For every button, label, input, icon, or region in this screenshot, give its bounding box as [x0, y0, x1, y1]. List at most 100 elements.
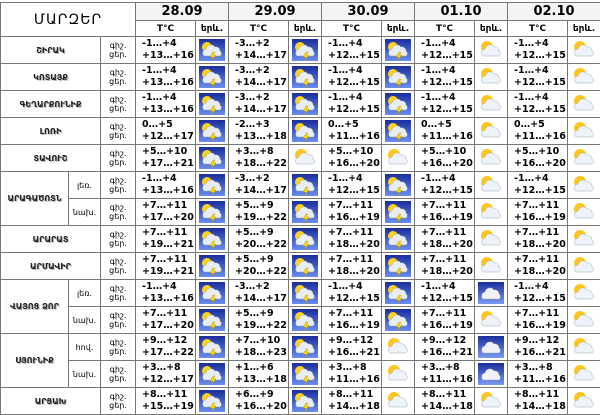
- temperature: -1…+4+12…+15: [415, 280, 475, 307]
- icon-cell: [568, 199, 600, 226]
- icon-cell: [196, 307, 229, 334]
- weather-icon: [478, 66, 504, 88]
- night-temp: +7…+11: [142, 308, 195, 320]
- icon-header: երև.: [196, 21, 229, 37]
- night-temp: +7…+11: [514, 227, 567, 239]
- region-name: ԱՐԱՐԱՏ: [1, 226, 101, 253]
- weather-icon: [571, 309, 597, 331]
- night-temp: -1…+4: [328, 92, 381, 104]
- weather-icon: [385, 147, 411, 169]
- temperature: +8…+11+14…+18: [508, 388, 568, 415]
- day-label: ցեր.: [101, 293, 135, 302]
- temperature: +7…+11+19…+21: [136, 253, 196, 280]
- weather-icon: [385, 174, 411, 196]
- temperature: -1…+4+13…+16: [136, 64, 196, 91]
- day-label: ցեր.: [101, 401, 135, 410]
- icon-cell: [475, 253, 508, 280]
- day-temp: +14…+17: [235, 293, 288, 305]
- region-name: ՎԱՅՈՑ ՁՈՐ: [1, 280, 69, 334]
- day-temp: +16…+19: [328, 320, 381, 332]
- weather-icon: [385, 93, 411, 115]
- temp-header: T°C: [322, 21, 382, 37]
- night-temp: +5…+9: [235, 200, 288, 212]
- icon-cell: [196, 334, 229, 361]
- icon-cell: [568, 91, 600, 118]
- day-temp: +17…+20: [142, 320, 195, 332]
- day-label: ցեր.: [101, 320, 135, 329]
- day-temp: +12…+15: [514, 185, 567, 197]
- night-temp: -1…+4: [421, 173, 474, 185]
- day-temp: +11…+16: [328, 131, 381, 143]
- night-temp: -1…+4: [514, 65, 567, 77]
- weather-icon: [571, 201, 597, 223]
- icon-cell: [289, 172, 322, 199]
- weather-icon: [571, 39, 597, 61]
- temperature: -1…+4+12…+15: [508, 91, 568, 118]
- weather-icon: [385, 390, 411, 412]
- time-labels: գիշ.ցեր.: [101, 199, 136, 226]
- temperature: +8…+11+14…+18: [415, 388, 475, 415]
- zone-label: լեռ.: [69, 172, 101, 199]
- weather-icon: [385, 66, 411, 88]
- weather-icon: [199, 39, 225, 61]
- night-temp: +7…+11: [514, 254, 567, 266]
- temperature: +5…+9+20…+22: [229, 253, 289, 280]
- icon-cell: [475, 118, 508, 145]
- night-label: գիշ.: [101, 284, 135, 293]
- day-temp: +12…+15: [328, 77, 381, 89]
- temp-header: T°C: [508, 21, 568, 37]
- temperature: 0…+5+12…+17: [136, 118, 196, 145]
- icon-cell: [475, 172, 508, 199]
- night-temp: +5…+10: [142, 146, 195, 158]
- icon-cell: [196, 280, 229, 307]
- time-labels: գիշ.ցեր.: [101, 334, 136, 361]
- temperature: -2…+3+13…+18: [229, 118, 289, 145]
- icon-cell: [196, 91, 229, 118]
- icon-cell: [568, 172, 600, 199]
- time-labels: գիշ.ցեր.: [101, 172, 136, 199]
- night-temp: -1…+4: [514, 92, 567, 104]
- temperature: +7…+11+16…+19: [508, 199, 568, 226]
- night-label: գիշ.: [101, 122, 135, 131]
- night-label: գիշ.: [101, 257, 135, 266]
- temperature: -1…+4+13…+16: [136, 37, 196, 64]
- day-label: ցեր.: [101, 104, 135, 113]
- weather-icon: [199, 201, 225, 223]
- night-temp: -1…+4: [142, 281, 195, 293]
- icon-header: երև.: [289, 21, 322, 37]
- weather-icon: [199, 174, 225, 196]
- zone-label: նախ.: [69, 361, 101, 388]
- temperature: +8…+11+14…+18: [322, 388, 382, 415]
- zone-label: նախ.: [69, 307, 101, 334]
- temperature: +7…+11+18…+20: [508, 253, 568, 280]
- temperature: +7…+11+18…+20: [322, 253, 382, 280]
- temperature: +5…+9+19…+22: [229, 199, 289, 226]
- day-temp: +12…+15: [421, 104, 474, 116]
- day-temp: +14…+18: [514, 401, 567, 413]
- icon-cell: [382, 118, 415, 145]
- icon-cell: [289, 145, 322, 172]
- region-name: ԳԵՂԱՐՔՈՒՆԻՔ: [1, 91, 101, 118]
- weather-icon: [571, 174, 597, 196]
- region-name: ՇԻՐԱԿ: [1, 37, 101, 64]
- weather-icon: [292, 201, 318, 223]
- day-temp: +16…+20: [328, 158, 381, 170]
- icon-cell: [289, 118, 322, 145]
- day-temp: +12…+15: [421, 185, 474, 197]
- date: 30.09: [322, 3, 415, 21]
- night-temp: +3…+8: [514, 362, 567, 374]
- weather-icon: [571, 255, 597, 277]
- day-temp: +16…+19: [514, 320, 567, 332]
- temperature: -1…+4+12…+15: [415, 172, 475, 199]
- weather-icon: [385, 363, 411, 385]
- night-temp: -1…+4: [142, 92, 195, 104]
- day-temp: +12…+15: [328, 293, 381, 305]
- temperature: +6…+9+16…+20: [229, 388, 289, 415]
- weather-icon: [571, 336, 597, 358]
- temperature: +7…+11+16…+19: [322, 199, 382, 226]
- icon-cell: [568, 64, 600, 91]
- night-temp: -3…+2: [235, 173, 288, 185]
- day-temp: +14…+17: [235, 50, 288, 62]
